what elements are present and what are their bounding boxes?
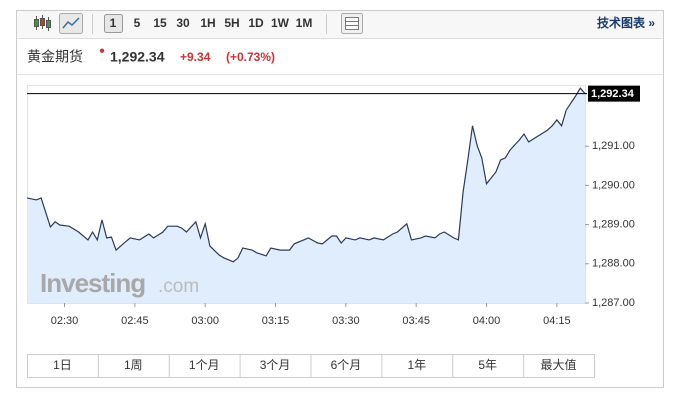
interval-button[interactable]: 15 xyxy=(153,16,167,30)
status-dot: ● xyxy=(99,46,105,57)
watermark-suffix: .com xyxy=(158,276,199,297)
interval-button[interactable]: 30 xyxy=(176,16,190,30)
y-tick-label: 1,288.00 xyxy=(592,258,635,270)
y-tick-label: 1,287.00 xyxy=(592,297,635,309)
x-tick-label: 03:30 xyxy=(332,315,360,327)
watermark: Investing xyxy=(40,268,145,298)
area-fill xyxy=(27,88,585,303)
interval-button[interactable]: 5H xyxy=(224,16,239,30)
current-price-tag xyxy=(588,85,640,102)
range-button[interactable]: 1年 xyxy=(407,358,426,372)
range-button[interactable]: 6个月 xyxy=(331,358,362,372)
chart-title: 黄金期货 xyxy=(27,49,83,65)
range-button[interactable]: 5年 xyxy=(478,358,497,372)
interval-active xyxy=(104,14,123,33)
current-price: 1,292.34 xyxy=(110,49,165,65)
price-change: +9.34 xyxy=(180,50,211,64)
interval-button[interactable]: 1W xyxy=(271,16,290,30)
line-icon[interactable] xyxy=(59,13,83,34)
x-tick-label: 02:30 xyxy=(51,315,79,327)
interval-button[interactable]: 1D xyxy=(248,16,264,30)
current-price-tag-label: 1,292.34 xyxy=(591,88,635,100)
y-tick-label: 1,291.00 xyxy=(592,140,635,152)
price-change-pct: (+0.73%) xyxy=(226,50,275,64)
candle-icon[interactable] xyxy=(34,15,51,31)
tech-chart-link[interactable]: 技术图表 » xyxy=(597,15,655,30)
x-tick-label: 02:45 xyxy=(121,315,149,327)
toolbar-bg xyxy=(17,11,663,38)
interval-button[interactable]: 1H xyxy=(200,16,215,30)
x-tick-label: 03:45 xyxy=(402,315,430,327)
range-button[interactable]: 3个月 xyxy=(260,358,291,372)
y-tick-label: 1,289.00 xyxy=(592,218,635,230)
range-button[interactable]: 最大值 xyxy=(541,357,577,372)
x-tick-label: 03:15 xyxy=(262,315,290,327)
range-button[interactable]: 1周 xyxy=(124,358,143,372)
price-line xyxy=(26,87,586,263)
range-button[interactable]: 1日 xyxy=(53,358,72,372)
interval-button[interactable]: 1M xyxy=(296,16,313,30)
interval-button[interactable]: 5 xyxy=(134,16,141,30)
range-button[interactable]: 1个月 xyxy=(189,358,220,372)
x-tick-label: 03:00 xyxy=(191,315,219,327)
y-tick-label: 1,290.00 xyxy=(592,179,635,191)
interval-button[interactable]: 1 xyxy=(110,16,117,30)
x-tick-label: 04:15 xyxy=(543,315,571,327)
x-tick-label: 04:00 xyxy=(473,315,501,327)
table-icon[interactable] xyxy=(341,13,363,34)
